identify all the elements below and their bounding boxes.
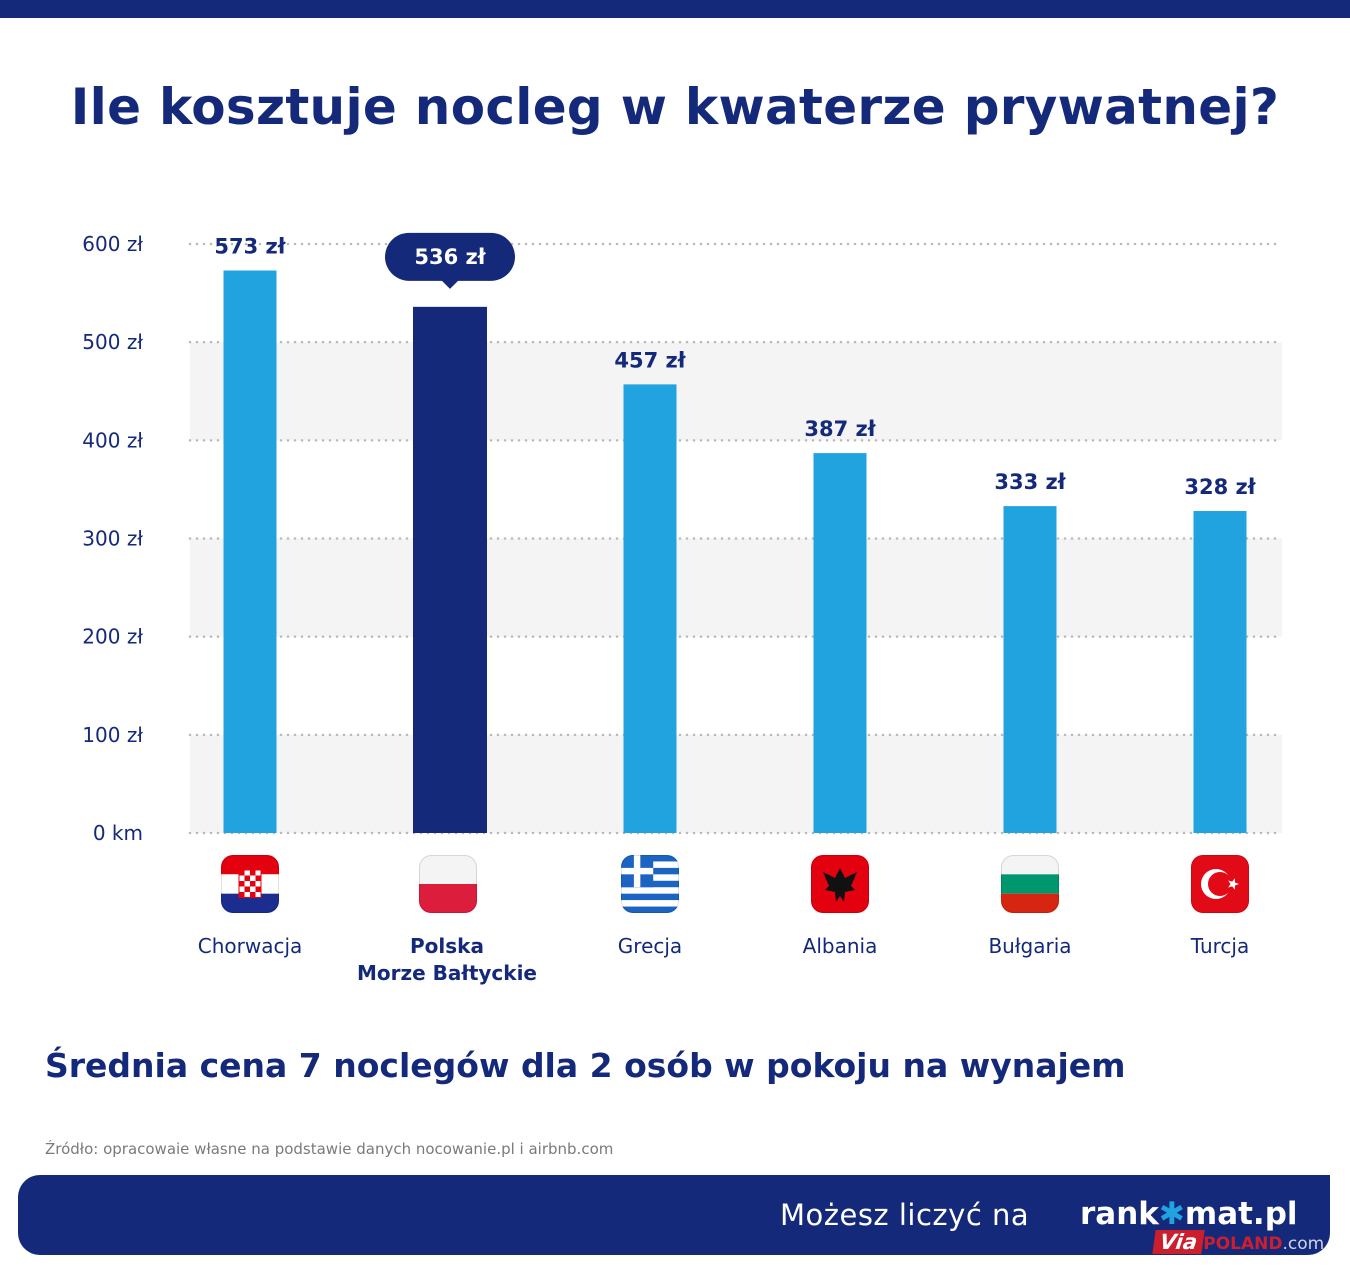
- y-tick-label: 500 zł: [82, 330, 143, 354]
- footer-tagline: Możesz liczyć na: [780, 1198, 1030, 1232]
- albania-flag-icon: [811, 855, 869, 913]
- bar-4: [1003, 506, 1057, 833]
- y-axis-labels: 0 km 100 zł 200 zł 300 zł 400 zł 500 zł 600 zł: [82, 232, 143, 845]
- category-label-line: Bułgaria: [988, 934, 1072, 958]
- gridlines: [188, 242, 1284, 835]
- value-label: 536 zł: [414, 245, 486, 269]
- bar-0: [223, 270, 277, 833]
- y-tick-label: 0 km: [93, 821, 143, 845]
- croatia-flag-icon: [221, 855, 279, 913]
- category-label-line: Grecja: [617, 934, 683, 958]
- y-tick-label: 300 zł: [82, 527, 143, 551]
- footer-banner: [18, 1175, 1330, 1255]
- chart-subtitle: Średnia cena 7 noclegów dla 2 osób w pok…: [45, 1046, 1126, 1085]
- brand-text-a: rank: [1080, 1196, 1159, 1232]
- turkey-flag-icon: [1191, 855, 1249, 913]
- category-label-1: Polska Morze Bałtyckie: [317, 933, 577, 987]
- watermark-com: .com: [1282, 1234, 1325, 1254]
- watermark-poland: POLAND: [1203, 1234, 1283, 1254]
- watermark-via: Via: [1152, 1230, 1205, 1254]
- value-label: 387 zł: [804, 417, 876, 441]
- category-label-line: Turcja: [1190, 934, 1250, 958]
- category-label-2: Grecja: [520, 933, 780, 960]
- category-label-line: Polska: [410, 934, 484, 958]
- bar-2: [623, 384, 677, 833]
- band-2: [190, 538, 1282, 637]
- bar-1: [413, 306, 487, 833]
- bars: [223, 270, 1247, 833]
- bulgaria-flag-icon: [1001, 855, 1059, 913]
- category-label-3: Albania: [710, 933, 970, 960]
- top-bar: [0, 0, 1350, 18]
- value-labels: 573 zł 536 zł 457 zł 387 zł 333 zł 328 zł: [214, 232, 1257, 499]
- category-label-line: Albania: [802, 934, 878, 958]
- brand-text-b: mat.pl: [1184, 1196, 1298, 1232]
- background-bands: [190, 342, 1282, 833]
- bar-chart: 0 km 100 zł 200 zł 300 zł 400 zł 500 zł 600 zł…: [82, 232, 1284, 913]
- y-tick-label: 600 zł: [82, 232, 143, 256]
- value-label: 573 zł: [214, 235, 286, 259]
- value-label-pointer: [441, 279, 459, 289]
- value-label: 457 zł: [614, 348, 686, 372]
- value-label: 333 zł: [994, 470, 1066, 494]
- band-0: [190, 734, 1282, 833]
- y-tick-label: 200 zł: [82, 625, 143, 649]
- category-label-5: Turcja: [1090, 933, 1350, 960]
- page-title: Ile kosztuje nocleg w kwaterze prywatnej…: [70, 78, 1280, 136]
- category-label-line: Chorwacja: [197, 934, 303, 958]
- watermark-logo: Via POLAND.com: [1152, 1230, 1325, 1260]
- flags: [221, 855, 1249, 913]
- value-label: 328 zł: [1184, 475, 1256, 499]
- y-tick-label: 400 zł: [82, 428, 143, 452]
- source-note: Źródło: opracowaie własne na podstawie d…: [45, 1140, 614, 1158]
- greece-flag-icon: [621, 855, 679, 913]
- category-label-line: Morze Bałtyckie: [356, 961, 537, 985]
- y-tick-label: 100 zł: [82, 723, 143, 747]
- bar-3: [813, 453, 867, 833]
- category-label-0: Chorwacja: [120, 933, 380, 960]
- brand-star-icon: ✱: [1158, 1196, 1185, 1232]
- category-label-4: Bułgaria: [900, 933, 1160, 960]
- value-label-bubble: [385, 232, 515, 281]
- brand-logo[interactable]: rank✱mat.pl: [1080, 1196, 1298, 1232]
- poland-flag-icon: [419, 855, 477, 913]
- bar-5: [1193, 511, 1247, 833]
- band-4: [190, 342, 1282, 441]
